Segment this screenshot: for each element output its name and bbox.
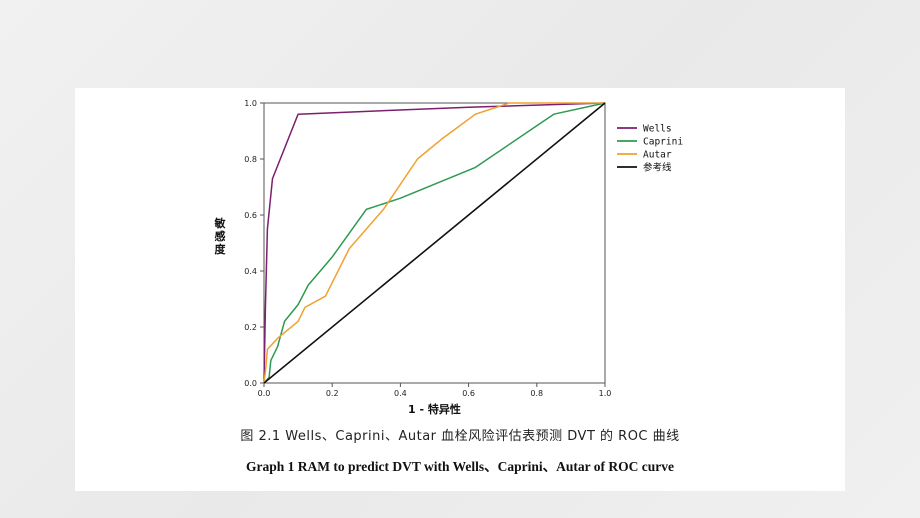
- y-tick-label: 0.4: [244, 267, 257, 276]
- y-tick-label: 0.2: [244, 323, 257, 332]
- figure-caption-chinese: 图 2.1 Wells、Caprini、Autar 血栓风险评估表预测 DVT …: [240, 429, 680, 444]
- y-tick-label: 0.6: [244, 211, 257, 220]
- x-tick-label: 0.6: [462, 389, 475, 398]
- x-tick-label: 0.4: [394, 389, 407, 398]
- figure-panel: 0.0 0.2 0.4 0.6 0.8 1.0 0.0 0.2 0.4 0.6 0.8 1.0 1 - …: [75, 88, 845, 491]
- y-axis-label: 敏感度: [214, 216, 227, 256]
- plot-frame: [263, 102, 606, 384]
- roc-chart: 0.0 0.2 0.4 0.6 0.8 1.0 0.0 0.2 0.4 0.6 0.8 1.0 1 - …: [214, 99, 684, 416]
- y-tick-label: 0.8: [244, 155, 257, 164]
- y-axis-label-char: 度: [215, 242, 227, 256]
- x-tick-label: 0.8: [530, 389, 543, 398]
- y-tick-label: 1.0: [244, 99, 257, 108]
- x-tick-label: 1.0: [599, 389, 612, 398]
- series-line-参考线: [263, 102, 606, 384]
- series-line-autar: [263, 102, 605, 384]
- y-tick-label: 0.0: [244, 379, 257, 388]
- legend-label: Wells: [643, 124, 672, 135]
- series-line-caprini: [263, 102, 606, 384]
- y-axis-label-char: 感: [215, 229, 226, 243]
- legend-label: 参考线: [643, 162, 672, 174]
- figure-caption-english: Graph 1 RAM to predict DVT with Wells、Ca…: [246, 459, 674, 474]
- x-tick-label: 0.0: [258, 389, 271, 398]
- series-line-wells: [263, 102, 606, 384]
- legend-label: Autar: [643, 150, 672, 161]
- x-tick-label: 0.2: [326, 389, 339, 398]
- legend-label: Caprini: [643, 137, 683, 148]
- y-axis-label-char: 敏: [214, 216, 227, 230]
- x-axis-label: 1 - 特异性: [408, 402, 461, 416]
